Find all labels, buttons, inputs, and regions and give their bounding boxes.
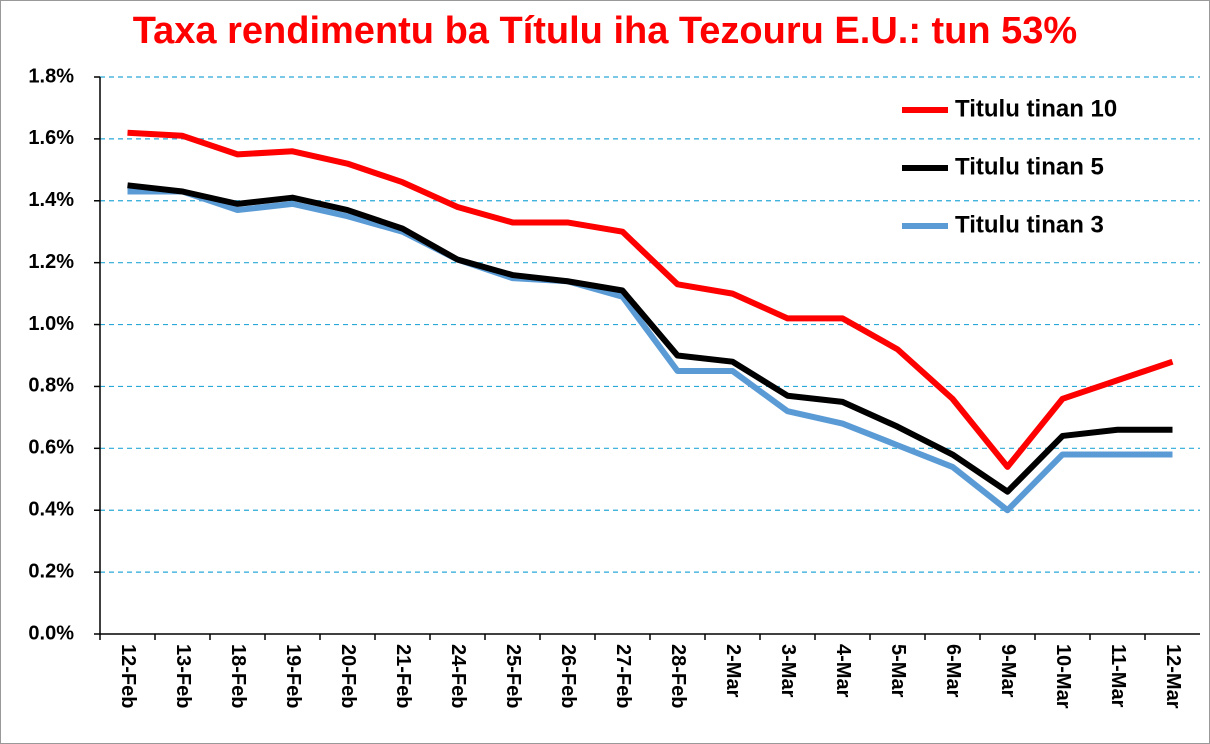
y-tick-label: 0.8% bbox=[28, 375, 74, 397]
y-tick-label: 1.2% bbox=[28, 251, 74, 273]
series-line bbox=[127, 188, 1173, 514]
y-tick-label: 1.8% bbox=[28, 65, 74, 87]
y-tick-label: 1.0% bbox=[28, 313, 74, 335]
x-tick-label: 4-Mar bbox=[832, 644, 854, 698]
series-line bbox=[127, 129, 1174, 470]
x-tick-label: 13-Feb bbox=[172, 644, 194, 708]
x-tick-label: 19-Feb bbox=[282, 644, 304, 708]
x-tick-label: 21-Feb bbox=[392, 644, 414, 708]
legend-label: Titulu tinan 10 bbox=[955, 95, 1117, 122]
x-tick-label: 26-Feb bbox=[557, 644, 579, 708]
x-tick-label: 28-Feb bbox=[667, 644, 689, 708]
x-tick-label: 2-Mar bbox=[722, 644, 744, 698]
legend-label: Titulu tinan 5 bbox=[955, 153, 1104, 180]
x-tick-label: 24-Feb bbox=[447, 644, 469, 708]
x-tick-label: 11-Mar bbox=[1107, 644, 1129, 708]
series-line bbox=[127, 182, 1173, 495]
x-tick-label: 9-Mar bbox=[997, 644, 1019, 698]
y-tick-label: 0.2% bbox=[28, 560, 74, 582]
y-tick-label: 0.6% bbox=[28, 437, 74, 459]
x-tick-label: 18-Feb bbox=[227, 644, 249, 708]
y-tick-label: 1.4% bbox=[28, 189, 74, 211]
y-tick-label: 0.4% bbox=[28, 499, 74, 521]
x-tick-label: 27-Feb bbox=[612, 644, 634, 708]
y-tick-label: 1.6% bbox=[28, 127, 74, 149]
x-tick-label: 5-Mar bbox=[887, 644, 909, 698]
x-tick-label: 12-Feb bbox=[117, 644, 139, 708]
x-tick-label: 25-Feb bbox=[502, 644, 524, 708]
x-tick-label: 3-Mar bbox=[777, 644, 799, 698]
x-tick-label: 6-Mar bbox=[942, 644, 964, 698]
x-tick-label: 20-Feb bbox=[337, 644, 359, 708]
x-tick-label: 10-Mar bbox=[1052, 644, 1074, 709]
y-tick-label: 0.0% bbox=[28, 622, 74, 644]
chart-title: Taxa rendimentu ba Títulu iha Tezouru E.… bbox=[133, 10, 1077, 52]
x-tick-label: 12-Mar bbox=[1162, 644, 1184, 709]
legend-label: Titulu tinan 3 bbox=[955, 211, 1104, 238]
